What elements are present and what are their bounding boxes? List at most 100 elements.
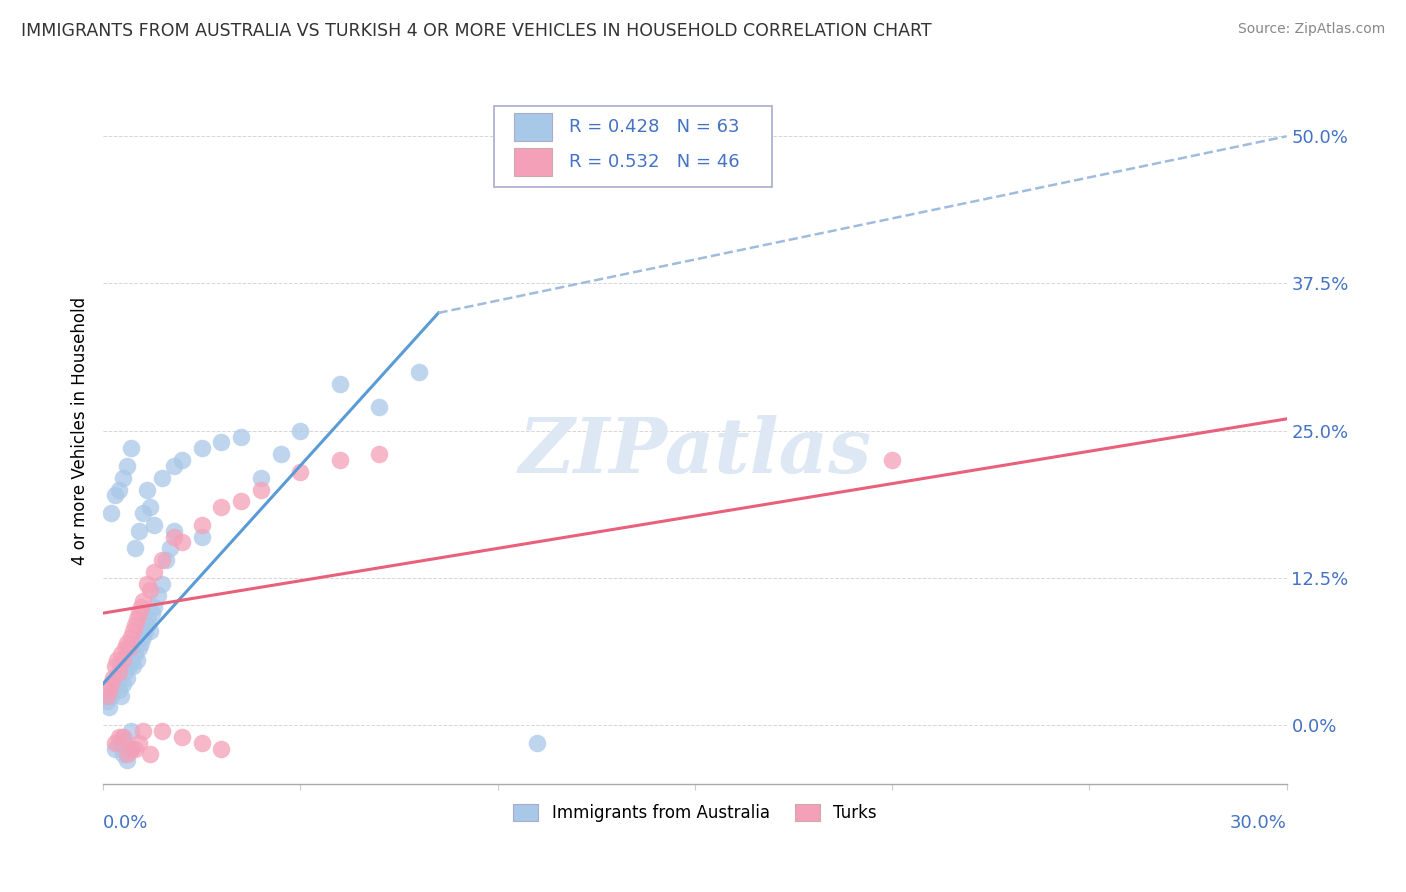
Point (121, 624, 143, 638)
Point (110, 648, 132, 662)
Point (104, 741, 127, 756)
Point (163, 524, 186, 538)
Point (211, 435, 233, 450)
Text: ZIPatlas: ZIPatlas (519, 415, 872, 489)
Point (125, 612, 148, 626)
Point (135, 576, 157, 591)
Point (368, 400, 391, 414)
Point (108, 736, 131, 750)
Point (150, 723, 173, 738)
Point (124, 618, 146, 632)
Point (131, 723, 153, 738)
Point (111, 747, 134, 762)
Point (104, 659, 127, 673)
Point (163, 458, 186, 473)
Point (100, 677, 122, 691)
Point (104, 736, 127, 750)
Point (135, 618, 157, 632)
Bar (513, 112, 551, 141)
Point (190, 530, 212, 544)
Point (111, 653, 134, 667)
Point (170, 453, 193, 467)
Point (231, 494, 253, 508)
Point (250, 483, 273, 497)
Point (880, 453, 903, 467)
Point (329, 376, 352, 391)
Point (150, 553, 173, 567)
Point (131, 506, 153, 520)
Point (120, 741, 142, 756)
Point (526, 736, 548, 750)
Legend: Immigrants from Australia, Turks: Immigrants from Australia, Turks (506, 797, 883, 829)
Point (120, 653, 142, 667)
Point (120, 442, 142, 456)
Point (150, 471, 173, 485)
Text: R = 0.428   N = 63: R = 0.428 N = 63 (569, 118, 740, 136)
Point (190, 517, 212, 532)
Point (129, 635, 152, 649)
Text: R = 0.532   N = 46: R = 0.532 N = 46 (569, 153, 740, 171)
Point (143, 600, 166, 615)
Text: IMMIGRANTS FROM AUSTRALIA VS TURKISH 4 OR MORE VEHICLES IN HOUSEHOLD CORRELATION: IMMIGRANTS FROM AUSTRALIA VS TURKISH 4 O… (21, 22, 932, 40)
Point (101, 671, 124, 685)
Point (143, 565, 166, 579)
Point (190, 442, 212, 456)
Point (100, 689, 122, 703)
Point (111, 471, 134, 485)
Point (115, 753, 138, 767)
Point (141, 606, 163, 620)
Text: 30.0%: 30.0% (1230, 814, 1286, 832)
Point (134, 624, 156, 638)
Point (104, 677, 127, 691)
Text: 0.0%: 0.0% (103, 814, 149, 832)
Point (139, 582, 162, 597)
Point (138, 612, 160, 626)
Point (170, 535, 193, 549)
Point (108, 730, 131, 744)
Point (100, 506, 122, 520)
Point (115, 747, 138, 762)
Point (135, 483, 157, 497)
Point (111, 730, 134, 744)
Point (139, 747, 162, 762)
Point (124, 741, 146, 756)
Point (128, 641, 150, 656)
Point (110, 689, 132, 703)
Point (118, 641, 141, 656)
Point (104, 488, 127, 502)
Point (128, 736, 150, 750)
Point (163, 530, 186, 544)
Point (150, 576, 173, 591)
Point (148, 589, 170, 603)
Point (159, 541, 181, 556)
Point (120, 723, 142, 738)
Point (139, 500, 162, 515)
Point (101, 682, 124, 697)
Point (98, 682, 121, 697)
Point (329, 453, 352, 467)
Point (211, 741, 233, 756)
Point (231, 429, 253, 443)
Point (121, 659, 143, 673)
Point (115, 458, 138, 473)
Point (270, 447, 292, 461)
Bar (513, 148, 551, 177)
Point (190, 736, 212, 750)
Point (368, 447, 391, 461)
Point (96, 694, 118, 708)
Point (131, 594, 153, 608)
Point (124, 648, 146, 662)
Point (211, 500, 233, 515)
Point (108, 483, 131, 497)
Point (143, 517, 166, 532)
FancyBboxPatch shape (494, 105, 772, 187)
Point (114, 641, 136, 656)
Point (290, 465, 312, 479)
Point (105, 671, 128, 685)
Point (408, 365, 430, 379)
Point (139, 624, 162, 638)
Point (128, 606, 150, 620)
Point (120, 741, 142, 756)
Point (115, 671, 138, 685)
Point (111, 677, 134, 691)
